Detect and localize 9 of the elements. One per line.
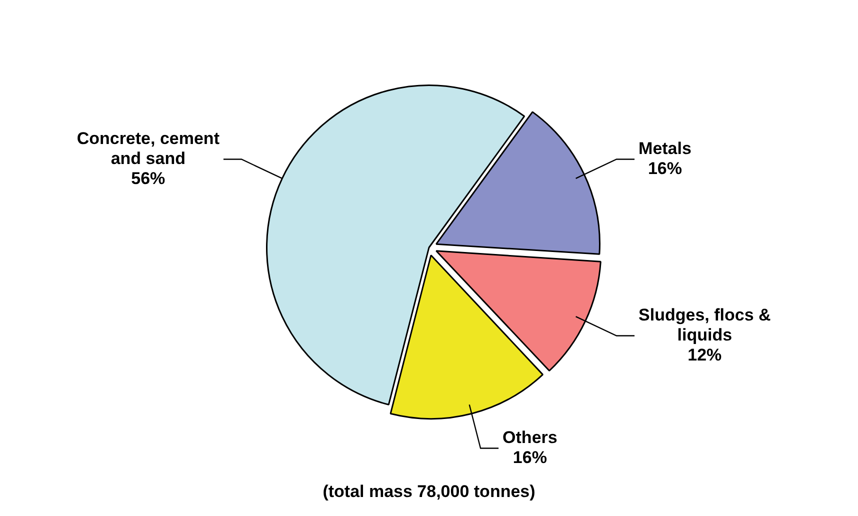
data-label: 16%	[512, 448, 547, 467]
slice-label: Concrete, cement and sand	[76, 128, 220, 168]
data-label: 12%	[688, 345, 722, 364]
slice-label: Metals	[638, 138, 692, 158]
slice-label: Sludges, flocs & liquids	[638, 305, 771, 344]
data-label: 16%	[648, 158, 682, 178]
slice-label: Others	[502, 428, 558, 447]
text: (total mass 78,000 tonnes)	[322, 482, 536, 502]
data-label: 56%	[131, 168, 166, 188]
